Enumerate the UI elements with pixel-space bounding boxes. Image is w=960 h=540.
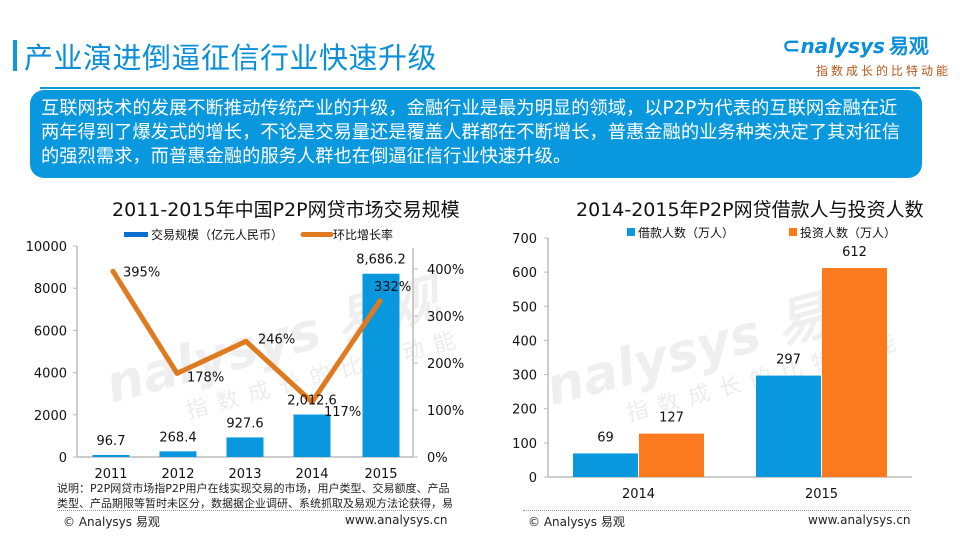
title-accent-bar bbox=[13, 40, 17, 71]
x-tick-label: 2011 bbox=[94, 467, 127, 482]
chart2-footer-divider bbox=[523, 510, 911, 511]
left-tick-label: 200 bbox=[512, 403, 537, 418]
growth-rate-point bbox=[243, 338, 249, 344]
growth-rate-label: 332% bbox=[374, 280, 411, 295]
left-tick-label: 300 bbox=[512, 369, 537, 384]
chart2-labels: 69 127 2014 297 612 2015 bbox=[597, 245, 867, 502]
left-tick-label: 500 bbox=[512, 300, 537, 315]
right-tick-label: 300% bbox=[427, 310, 464, 325]
growth-rate-label: 246% bbox=[258, 332, 295, 347]
right-tick-label: 400% bbox=[427, 263, 464, 278]
bar-value-label: 268.4 bbox=[159, 430, 196, 445]
bar-value-label: 297 bbox=[776, 353, 801, 368]
bar-investors-2014 bbox=[639, 433, 704, 477]
bar-volume-2015 bbox=[362, 273, 400, 457]
chart1-footer-divider bbox=[57, 510, 432, 511]
chart1-title: 2011-2015年中国P2P网贷市场交易规模 bbox=[112, 199, 460, 221]
intro-text: 互联网技术的发展不断推动传统产业的升级，金融行业是最为明显的领域，以P2P为代表… bbox=[41, 98, 901, 167]
chart1-copyright: © Analysys 易观 bbox=[63, 515, 160, 529]
legend-label-volume: 交易规模（亿元人民币） bbox=[151, 227, 283, 242]
growth-rate-point bbox=[110, 268, 116, 274]
right-tick-label: 100% bbox=[427, 404, 464, 419]
left-tick-label: 6000 bbox=[34, 324, 67, 339]
left-tick-label: 700 bbox=[512, 232, 537, 247]
chart2-title: 2014-2015年P2P网贷借款人与投资人数 bbox=[576, 199, 924, 221]
left-tick-label: 10000 bbox=[26, 240, 67, 255]
logo-wordmark: ⊂nalysys 易观 bbox=[782, 34, 929, 59]
left-tick-label: 2000 bbox=[34, 409, 67, 424]
left-tick-label: 600 bbox=[512, 266, 537, 281]
chart2-bars bbox=[573, 268, 887, 477]
bar-value-label: 8,686.2 bbox=[356, 253, 406, 268]
x-tick-label: 2015 bbox=[364, 467, 397, 482]
x-tick-label: 2015 bbox=[805, 487, 838, 502]
bar-value-label: 612 bbox=[842, 245, 867, 260]
legend-label-investors: 投资人数（万人） bbox=[800, 225, 896, 240]
left-tick-label: 100 bbox=[512, 437, 537, 452]
logo-a-glyph-icon: ⊂ bbox=[782, 34, 801, 59]
growth-rate-label: 117% bbox=[324, 405, 361, 420]
left-tick-label: 0 bbox=[59, 451, 67, 466]
bar-value-label: 69 bbox=[597, 430, 614, 445]
chart1-bars bbox=[92, 273, 400, 457]
legend-label-growth: 环比增长率 bbox=[333, 227, 393, 242]
legend-swatch-borrowers bbox=[627, 228, 635, 236]
right-tick-label: 0% bbox=[427, 451, 448, 466]
legend-swatch-volume bbox=[124, 232, 148, 237]
legend-swatch-investors bbox=[789, 228, 797, 236]
left-tick-label: 8000 bbox=[34, 282, 67, 297]
x-tick-label: 2012 bbox=[161, 467, 194, 482]
header-divider bbox=[40, 87, 920, 89]
left-tick-label: 400 bbox=[512, 334, 537, 349]
bar-volume-2014 bbox=[293, 414, 331, 457]
legend-label-borrowers: 借款人数（万人） bbox=[638, 225, 734, 240]
intro-callout: 互联网技术的发展不断推动传统产业的升级，金融行业是最为明显的领域，以P2P为代表… bbox=[30, 90, 922, 178]
left-tick-label: 0 bbox=[529, 471, 537, 486]
growth-rate-point bbox=[309, 399, 315, 405]
bar-volume-2013 bbox=[226, 437, 264, 457]
chart1-note: 说明：P2P网贷市场指P2P用户在线实现交易的市场，用户类型、交易额度、产品类型… bbox=[57, 482, 453, 510]
growth-rate-label: 395% bbox=[123, 265, 160, 280]
chart1-line bbox=[110, 268, 383, 405]
bar-value-label: 2,012.6 bbox=[287, 394, 337, 409]
x-tick-label: 2014 bbox=[295, 467, 328, 482]
left-tick-label: 4000 bbox=[34, 367, 67, 382]
chart1-website-link[interactable]: www.analysys.cn bbox=[345, 513, 448, 527]
chart1-legend: 交易规模（亿元人民币） 环比增长率 bbox=[124, 227, 393, 242]
right-tick-label: 200% bbox=[427, 357, 464, 372]
growth-rate-point bbox=[377, 298, 383, 304]
chart2-copyright: © Analysys 易观 bbox=[528, 515, 625, 529]
bar-volume-2012 bbox=[159, 451, 197, 457]
bar-value-label: 96.7 bbox=[97, 434, 126, 449]
page-title: 产业演进倒逼征信行业快速升级 bbox=[24, 41, 438, 75]
growth-rate-label: 178% bbox=[187, 370, 224, 385]
x-tick-label: 2014 bbox=[622, 487, 655, 502]
analysys-logo: ⊂nalysys 易观 指数成长的比特动能 bbox=[782, 30, 948, 80]
bar-volume-2011 bbox=[92, 454, 130, 457]
logo-slogan: 指数成长的比特动能 bbox=[816, 64, 952, 78]
bar-borrowers-2014 bbox=[573, 453, 638, 477]
chart2-legend: 借款人数（万人） 投资人数（万人） bbox=[627, 225, 896, 240]
chart2-website-link[interactable]: www.analysys.cn bbox=[808, 513, 911, 527]
chart1-labels: 96.7 2011 268.4 2012 927.6 2013 2,012.6 2014 8,6… bbox=[94, 253, 411, 482]
bar-value-label: 927.6 bbox=[226, 416, 263, 431]
x-tick-label: 2013 bbox=[228, 467, 261, 482]
bar-value-label: 127 bbox=[659, 411, 684, 426]
bar-borrowers-2015 bbox=[756, 375, 821, 477]
bar-investors-2015 bbox=[822, 268, 887, 477]
growth-rate-point bbox=[174, 370, 180, 376]
